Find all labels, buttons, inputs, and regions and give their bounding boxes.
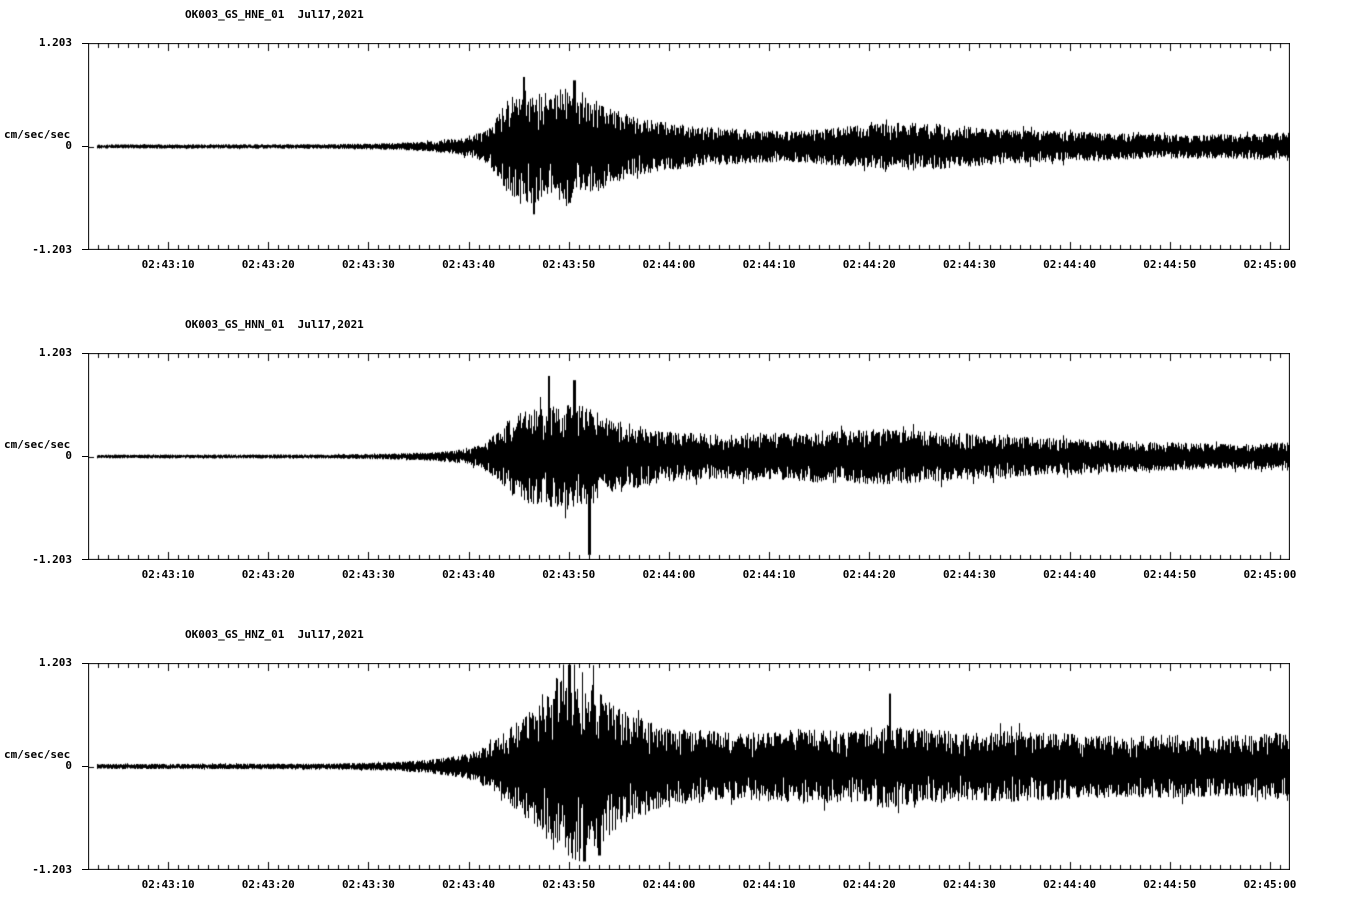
- x-tick-label: 02:44:30: [942, 258, 996, 271]
- seismogram-panel-hnz: OK003_GS_HNZ_01 Jul17,2021 1.203 0 -1.20…: [0, 628, 1358, 924]
- y-axis-unit-label: cm/sec/sec: [4, 748, 71, 761]
- x-tick-label: 02:44:50: [1143, 878, 1197, 891]
- x-tick-label: 02:44:30: [942, 568, 996, 581]
- x-tick-label: 02:43:30: [341, 258, 395, 271]
- waveform-canvas: [88, 43, 1290, 250]
- y-tick-mark: [82, 249, 88, 250]
- waveform-canvas: [88, 353, 1290, 560]
- x-tick-label: 02:43:40: [442, 878, 496, 891]
- y-tick-label-min: -1.203: [32, 863, 72, 876]
- x-tick-label: 02:45:00: [1243, 258, 1297, 271]
- y-tick-mark: [82, 146, 88, 147]
- y-tick-mark: [82, 869, 88, 870]
- y-tick-label-max: 1.203: [38, 36, 72, 49]
- chart-title: OK003_GS_HNZ_01 Jul17,2021: [185, 628, 364, 641]
- x-tick-label: 02:44:10: [742, 878, 796, 891]
- y-axis-unit-label: cm/sec/sec: [4, 438, 71, 451]
- x-tick-label: 02:43:20: [241, 258, 295, 271]
- y-tick-mark: [82, 766, 88, 767]
- x-tick-label: 02:44:40: [1043, 878, 1097, 891]
- x-tick-label: 02:44:50: [1143, 258, 1197, 271]
- x-tick-label: 02:44:20: [842, 568, 896, 581]
- x-tick-label: 02:43:30: [341, 568, 395, 581]
- x-tick-label: 02:43:30: [341, 878, 395, 891]
- x-tick-label: 02:44:40: [1043, 568, 1097, 581]
- seismogram-panel-hnn: OK003_GS_HNN_01 Jul17,2021 1.203 0 -1.20…: [0, 318, 1358, 618]
- x-tick-label: 02:43:10: [141, 258, 195, 271]
- y-tick-label-zero: 0: [65, 759, 72, 772]
- x-tick-label: 02:43:20: [241, 878, 295, 891]
- x-tick-label: 02:44:40: [1043, 258, 1097, 271]
- chart-title: OK003_GS_HNE_01 Jul17,2021: [185, 8, 364, 21]
- x-tick-label: 02:44:20: [842, 258, 896, 271]
- x-tick-label: 02:45:00: [1243, 878, 1297, 891]
- y-tick-label-zero: 0: [65, 139, 72, 152]
- x-tick-label: 02:44:00: [642, 568, 696, 581]
- x-tick-label: 02:44:10: [742, 568, 796, 581]
- x-tick-label: 02:43:40: [442, 568, 496, 581]
- x-tick-label: 02:44:00: [642, 258, 696, 271]
- y-tick-mark: [82, 559, 88, 560]
- x-tick-label: 02:44:10: [742, 258, 796, 271]
- x-tick-label: 02:43:50: [542, 258, 596, 271]
- chart-title: OK003_GS_HNN_01 Jul17,2021: [185, 318, 364, 331]
- x-tick-label: 02:44:20: [842, 878, 896, 891]
- x-tick-label: 02:44:30: [942, 878, 996, 891]
- y-tick-mark: [82, 456, 88, 457]
- y-axis-unit-label: cm/sec/sec: [4, 128, 71, 141]
- x-tick-label: 02:43:10: [141, 878, 195, 891]
- y-tick-label-min: -1.203: [32, 243, 72, 256]
- x-tick-label: 02:43:50: [542, 878, 596, 891]
- y-tick-label-min: -1.203: [32, 553, 72, 566]
- y-tick-label-max: 1.203: [38, 346, 72, 359]
- x-tick-label: 02:43:40: [442, 258, 496, 271]
- y-tick-label-max: 1.203: [38, 656, 72, 669]
- y-tick-mark: [82, 43, 88, 44]
- y-tick-label-zero: 0: [65, 449, 72, 462]
- x-tick-label: 02:43:50: [542, 568, 596, 581]
- x-tick-label: 02:44:00: [642, 878, 696, 891]
- y-tick-mark: [82, 353, 88, 354]
- x-tick-label: 02:43:20: [241, 568, 295, 581]
- seismogram-panel-hne: OK003_GS_HNE_01 Jul17,2021 1.203 0 -1.20…: [0, 8, 1358, 308]
- waveform-canvas: [88, 663, 1290, 870]
- x-tick-label: 02:45:00: [1243, 568, 1297, 581]
- x-tick-label: 02:43:10: [141, 568, 195, 581]
- x-tick-label: 02:44:50: [1143, 568, 1197, 581]
- y-tick-mark: [82, 663, 88, 664]
